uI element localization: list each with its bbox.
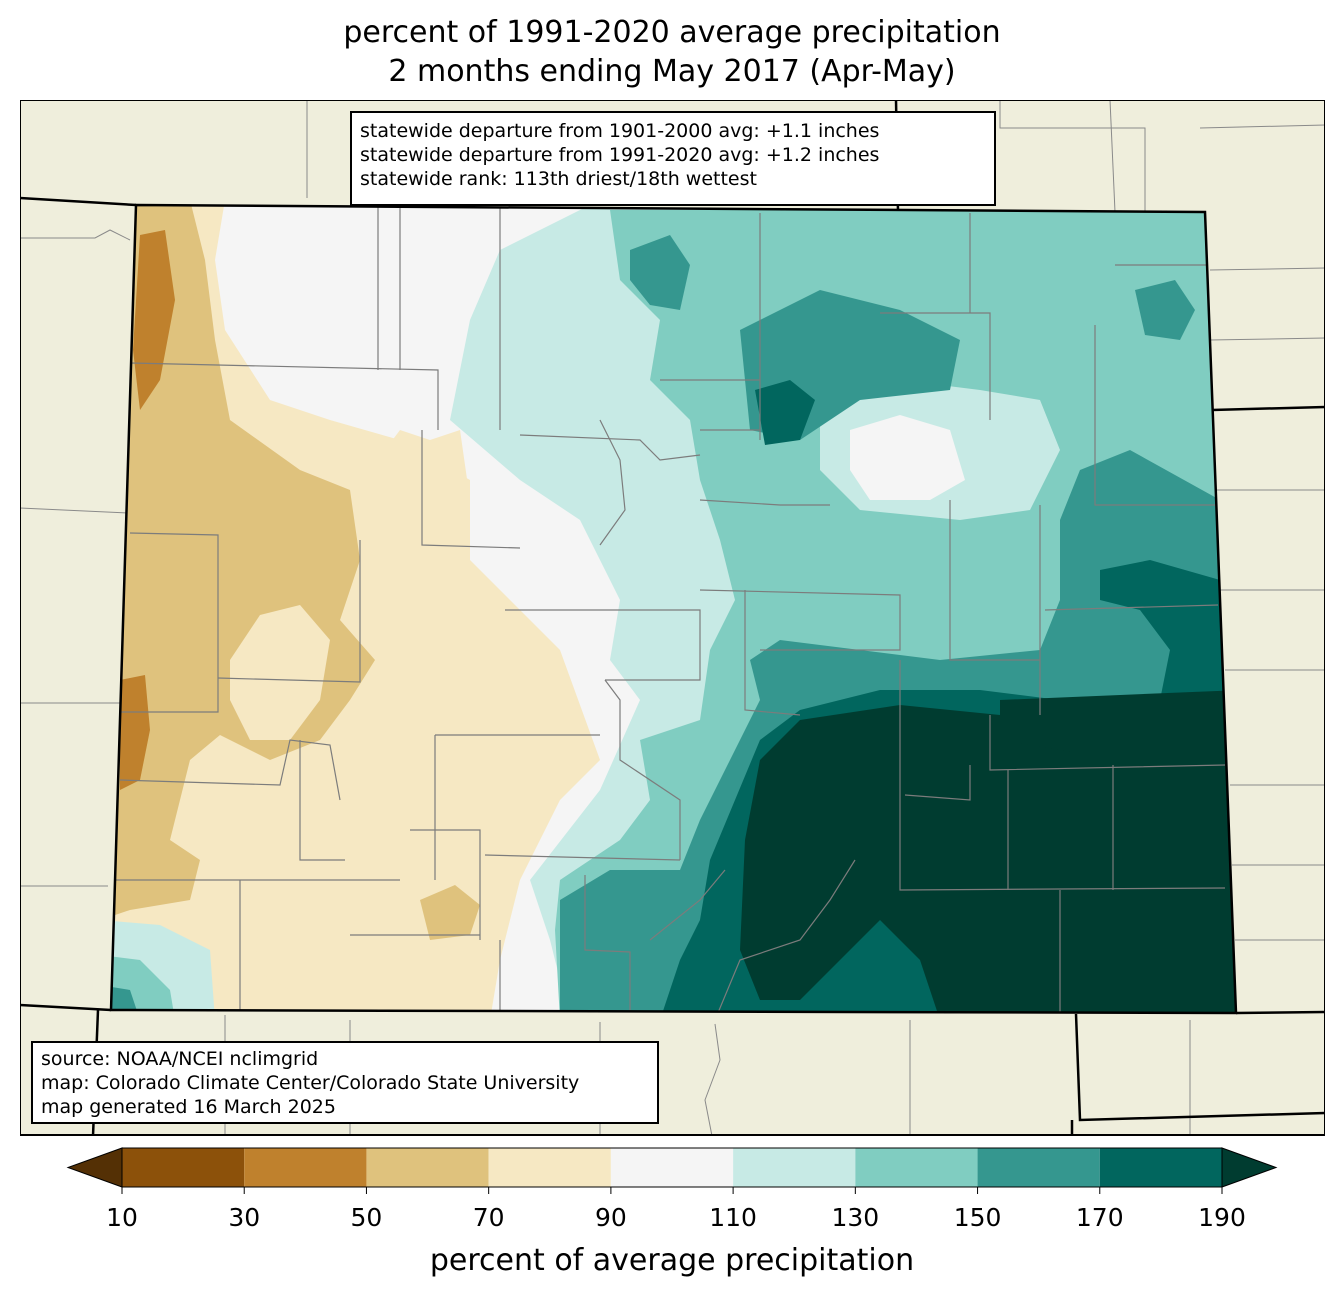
precipitation-field	[111, 205, 1236, 1013]
colorbar-bin-130-150	[855, 1148, 978, 1187]
colorado-border	[109, 203, 1238, 1015]
colorbar-tick-label: 70	[472, 1203, 505, 1232]
colorbar-tick-label: 50	[350, 1203, 383, 1232]
colorbar-bin-90-110	[610, 1148, 734, 1187]
colorbar-tick-label: 190	[1198, 1203, 1246, 1232]
colorbar-bin-70-90	[488, 1148, 611, 1187]
stats-line-3: statewide rank: 113th driest/18th wettes…	[360, 168, 757, 190]
colorbar-tick-label: 10	[106, 1203, 138, 1232]
colorbar-tick-label: 110	[709, 1203, 757, 1232]
source-box: source: NOAA/NCEI nclimgrid map: Colorad…	[31, 1041, 659, 1124]
colorbar-tick-label: 30	[228, 1203, 261, 1232]
source-line-1: source: NOAA/NCEI nclimgrid	[41, 1048, 319, 1070]
colorbar-bin-10-30	[122, 1148, 245, 1187]
map-frame	[20, 100, 1325, 1136]
source-line-2: map: Colorado Climate Center/Colorado St…	[41, 1072, 580, 1094]
colorbar-frame	[121, 1147, 1223, 1188]
colorbar-tick-label: 170	[1075, 1203, 1124, 1232]
colorbar-tick-label: 150	[953, 1203, 1002, 1232]
map-title-line-1: percent of 1991-2020 average precipitati…	[343, 15, 1001, 50]
colorbar-under-arrow	[66, 1147, 123, 1188]
precipitation-map	[20, 100, 1325, 1136]
map-title-line-2: 2 months ending May 2017 (Apr-May)	[388, 54, 956, 89]
colorbar-bin-110-130	[733, 1148, 856, 1187]
colorbar-bin-150-170	[977, 1148, 1100, 1187]
stats-line-2: statewide departure from 1991-2020 avg: …	[360, 144, 880, 166]
colorbar	[66, 1147, 1278, 1194]
colorbar-bin-50-70	[366, 1148, 489, 1187]
colorbar-tick-label: 90	[594, 1203, 627, 1232]
stats-line-1: statewide departure from 1901-2000 avg: …	[360, 120, 880, 142]
colorbar-tick-label: 130	[831, 1203, 880, 1232]
colorbar-bin-170-190	[1099, 1148, 1222, 1187]
colorbar-label: percent of average precipitation	[429, 1243, 915, 1278]
colorbar-over-arrow	[1221, 1147, 1278, 1188]
source-line-3: map generated 16 March 2025	[41, 1096, 336, 1118]
colorbar-bin-30-50	[244, 1148, 367, 1187]
statewide-stats-box: statewide departure from 1901-2000 avg: …	[350, 111, 996, 206]
county-lines	[111, 205, 1226, 1013]
